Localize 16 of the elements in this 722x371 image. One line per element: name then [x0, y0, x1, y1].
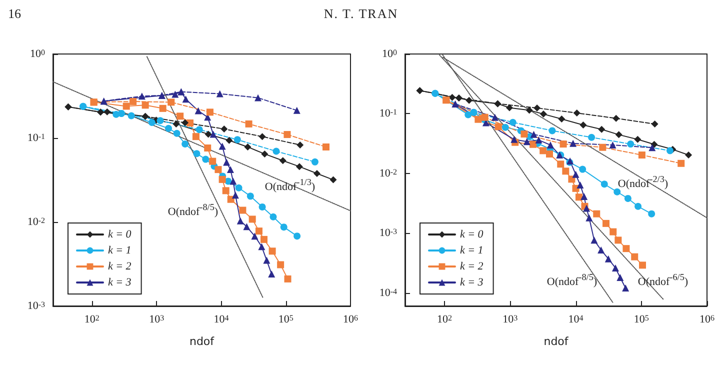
- legend-label: k = 1: [460, 244, 484, 256]
- legend-label: k = 2: [108, 260, 132, 272]
- legend-label: k = 1: [108, 244, 132, 256]
- legend-label: k = 3: [108, 276, 132, 288]
- legend-label: k = 0: [108, 228, 132, 240]
- annotation: O(ndof$^{-8/5}$): [546, 272, 598, 288]
- legend-label: k = 0: [460, 228, 484, 240]
- text: N. T. TRAN: [324, 6, 398, 22]
- legend-label: k = 2: [460, 260, 484, 272]
- x-axis-title: ndof: [189, 335, 216, 348]
- text: 16: [8, 6, 21, 22]
- legend-label: k = 3: [460, 276, 484, 288]
- annotation: O(ndof$^{-8/5}$): [168, 202, 218, 218]
- annotation: O(ndof$^{-2/3}$): [618, 174, 668, 190]
- annotation: O(ndof$^{-1/3}$): [264, 177, 316, 193]
- x-axis-title: ndof: [544, 335, 570, 348]
